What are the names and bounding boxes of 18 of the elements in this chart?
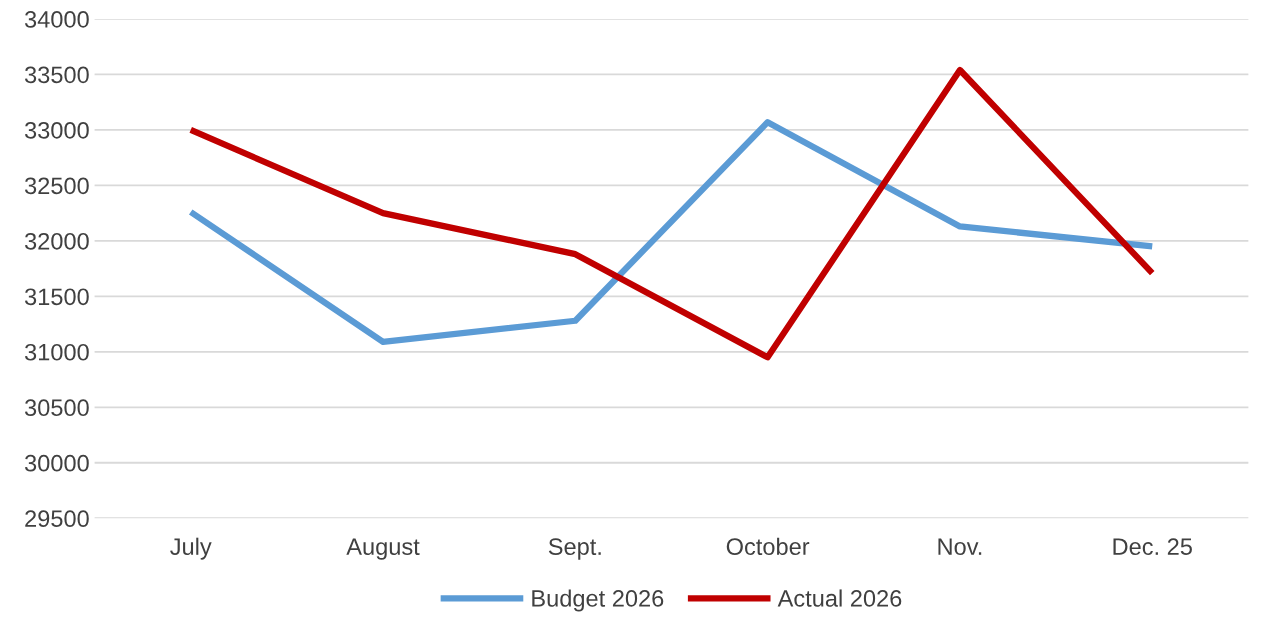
y-tick-label: 31000 xyxy=(24,343,89,361)
y-tick-label: 32500 xyxy=(24,177,89,195)
x-tick-label: August xyxy=(346,538,420,560)
x-tick-label: Sept. xyxy=(548,538,601,560)
y-tick-label: 31500 xyxy=(24,288,89,306)
x-tick-label: July xyxy=(170,537,212,560)
y-tick-label: 34000 xyxy=(24,11,89,28)
y-tick-label: 29500 xyxy=(25,510,89,528)
legend-label: Budget 2026 xyxy=(532,589,664,612)
y-tick-label: 33000 xyxy=(24,121,89,139)
x-tick-label: Dec. 25 xyxy=(1113,538,1192,556)
x-tick-label: Nov. xyxy=(938,538,982,556)
y-tick-label: 33500 xyxy=(24,66,89,84)
y-tick-label: 30500 xyxy=(24,399,89,417)
x-tick-label: October xyxy=(726,537,810,556)
legend-label: Actual 2026 xyxy=(777,589,902,607)
y-tick-label: 32000 xyxy=(24,232,89,250)
y-tick-label: 30000 xyxy=(24,454,89,472)
